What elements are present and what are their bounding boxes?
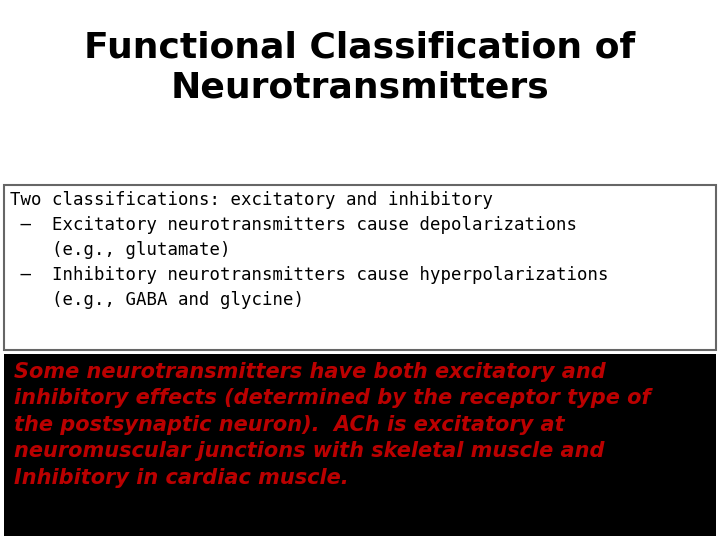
Text: Functional Classification of
Neurotransmitters: Functional Classification of Neurotransm… xyxy=(84,30,636,105)
Text: Two classifications: excitatory and inhibitory
 –  Excitatory neurotransmitters : Two classifications: excitatory and inhi… xyxy=(10,191,608,309)
Bar xyxy=(4,185,716,350)
Text: Some neurotransmitters have both excitatory and
inhibitory effects (determined b: Some neurotransmitters have both excitat… xyxy=(14,362,651,488)
Bar xyxy=(4,354,716,536)
